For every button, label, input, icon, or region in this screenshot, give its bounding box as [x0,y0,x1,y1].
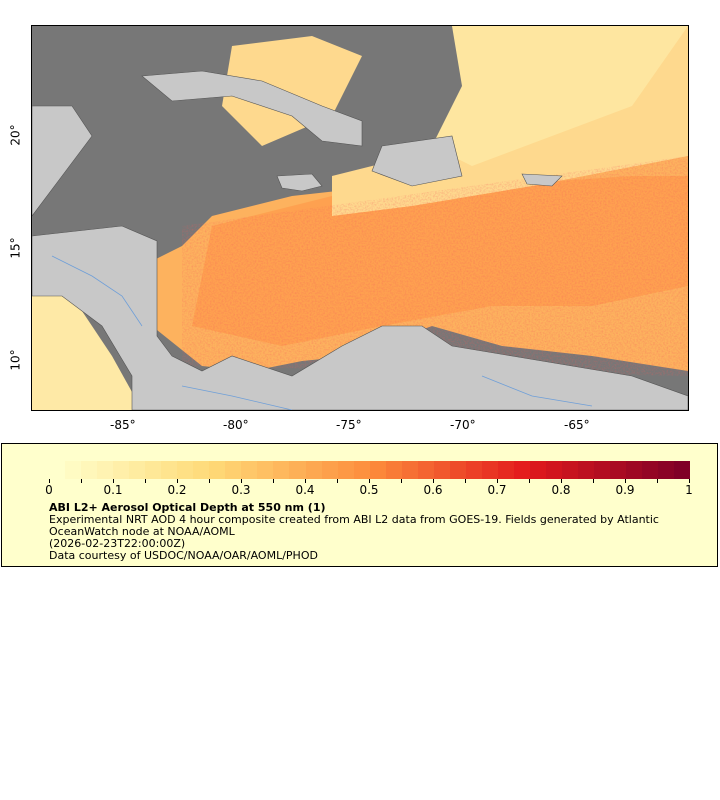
colorbar-step [465,461,482,479]
colorbar-label: 0.6 [423,483,443,497]
lat-tick: 15° [8,237,23,259]
colorbar-step [161,461,178,479]
colorbar-tick [305,479,306,483]
colorbar-tick [465,479,466,483]
colorbar-tick [689,479,690,483]
colorbar-tick [401,479,402,483]
colorbar-step [241,461,258,479]
colorbar-step [113,461,130,479]
colorbar-tick [337,479,338,483]
legend-title: ABI L2+ Aerosol Optical Depth at 550 nm … [49,501,326,514]
colorbar-tick [209,479,210,483]
colorbar-tick [177,479,178,483]
colorbar-label: 0 [45,483,53,497]
colorbar-tick [497,479,498,483]
colorbar-label: 0.8 [551,483,571,497]
colorbar-step [497,461,514,479]
legend: 0 0.1 0.2 0.3 0.4 0.5 0.6 0.7 0.8 0.9 1 ABI L2+ Ae… [1,443,718,567]
colorbar-label: 0.1 [103,483,123,497]
colorbar-step [594,461,611,479]
lat-tick: 10° [8,349,23,371]
colorbar-label: 0.5 [359,483,379,497]
colorbar-tick [49,479,50,483]
lon-tick: -75° [336,418,362,432]
colorbar-tick [369,479,370,483]
colorbar-step [225,461,242,479]
colorbar-step [193,461,210,479]
colorbar-tick [81,479,82,483]
colorbar-step [674,461,691,479]
colorbar-step [433,461,450,479]
colorbar-label: 1 [685,483,693,497]
colorbar-step [578,461,595,479]
colorbar-step [529,461,546,479]
lon-tick: -80° [223,418,249,432]
colorbar-step [305,461,322,479]
colorbar-label: 0.3 [231,483,251,497]
colorbar-tick [113,479,114,483]
colorbar-step [177,461,194,479]
colorbar-step [321,461,338,479]
colorbar-step [257,461,274,479]
colorbar-step [513,461,530,479]
colorbar-step [401,461,418,479]
colorbar-tick [593,479,594,483]
colorbar-tick [657,479,658,483]
colorbar-step [545,461,562,479]
lon-tick: -65° [564,418,590,432]
legend-description-cont: OceanWatch node at NOAA/AOML [49,525,235,538]
legend-description: Experimental NRT AOD 4 hour composite cr… [49,513,659,526]
legend-credit: Data courtesy of USDOC/NOAA/OAR/AOML/PHO… [49,549,318,562]
colorbar-step [642,461,659,479]
colorbar-label: 0.2 [167,483,187,497]
colorbar-step [449,461,466,479]
colorbar-tick [625,479,626,483]
colorbar-step [369,461,386,479]
colorbar-step [81,461,98,479]
colorbar-step [145,461,162,479]
colorbar [49,461,691,479]
colorbar-step [626,461,643,479]
colorbar-step [289,461,306,479]
colorbar-step [97,461,114,479]
colorbar-step [385,461,402,479]
lat-tick: 20° [8,124,23,146]
lon-tick: -70° [450,418,476,432]
colorbar-tick [561,479,562,483]
colorbar-step [209,461,226,479]
colorbar-tick [241,479,242,483]
colorbar-step [562,461,579,479]
colorbar-tick [433,479,434,483]
aod-map [31,25,689,411]
colorbar-label: 0.9 [615,483,635,497]
colorbar-step [273,461,290,479]
colorbar-step [337,461,354,479]
colorbar-step [129,461,146,479]
colorbar-step [658,461,675,479]
land [31,70,689,411]
map-image [31,26,689,411]
colorbar-label: 0.4 [295,483,315,497]
lon-tick: -85° [110,418,136,432]
aerosol-field [32,26,688,410]
colorbar-tick [145,479,146,483]
colorbar-step [417,461,434,479]
colorbar-step [353,461,370,479]
legend-time: (2026-02-23T22:00:00Z) [49,537,186,550]
colorbar-step [49,461,66,479]
colorbar-label: 0.7 [487,483,507,497]
rivers [51,255,593,411]
colorbar-step [65,461,82,479]
colorbar-step [481,461,498,479]
colorbar-tick [273,479,274,483]
colorbar-tick [529,479,530,483]
colorbar-step [610,461,627,479]
